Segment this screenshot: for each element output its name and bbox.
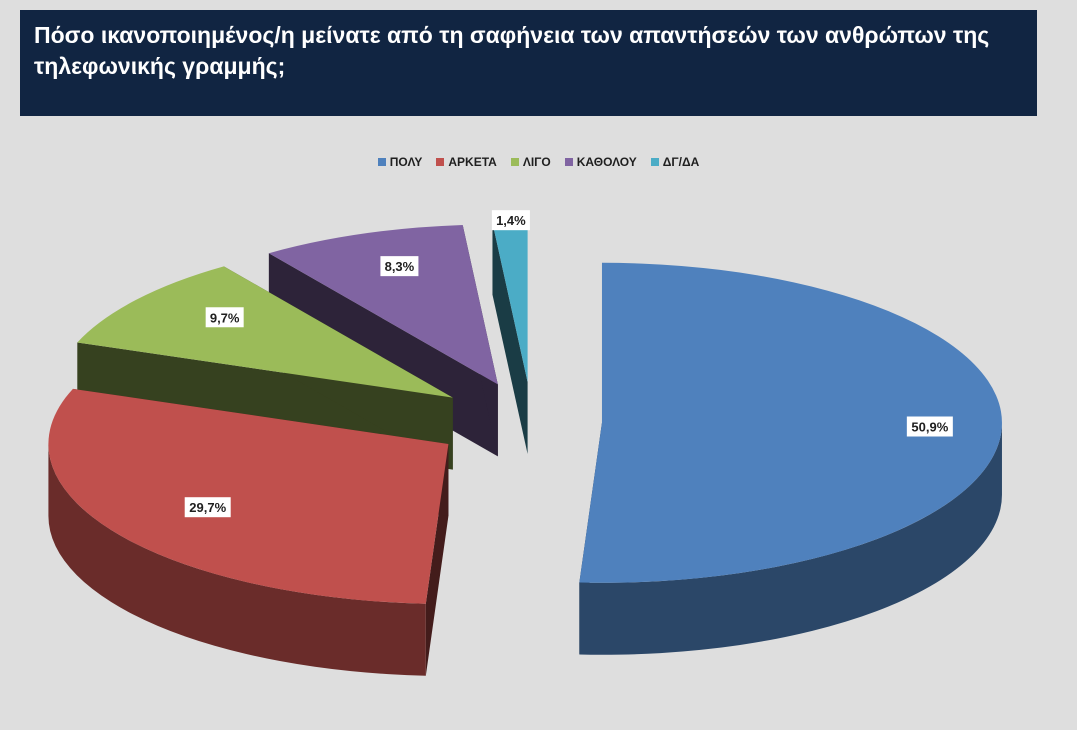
pie-slice-dg-da: [492, 222, 528, 383]
legend-item-katholou: ΚΑΘΟΛΟΥ: [564, 155, 637, 169]
pie-slice-arketa-outer-wall: [48, 443, 426, 676]
data-label-arketa: 29,7%: [184, 497, 231, 518]
chart-legend: ΠΟΛΥ ΑΡΚΕΤΑ ΛΙΓΟ ΚΑΘΟΛΟΥ ΔΓ/ΔΑ: [0, 155, 1077, 169]
legend-swatch-katholou: [564, 158, 573, 166]
data-label-poly: 50,9%: [906, 416, 953, 437]
legend-item-dg-da: ΔΓ/ΔΑ: [650, 155, 700, 169]
legend-label-katholou: ΚΑΘΟΛΟΥ: [576, 155, 637, 169]
data-label-poly-box: [906, 416, 953, 437]
legend-item-poly: ΠΟΛΥ: [377, 155, 423, 169]
data-label-dg-da: 1,4%: [491, 210, 530, 231]
pie-slice-arketa: [48, 388, 449, 604]
pie-slice-ligo: [77, 266, 453, 398]
pie-data-labels: 50,9% 29,7% 9,7% 8,3% 1,4%: [184, 210, 953, 518]
data-label-arketa-box: [184, 497, 231, 518]
pie-slice-poly-outer-wall: [579, 422, 1002, 655]
legend-swatch-ligo: [510, 158, 519, 166]
data-label-poly-text: 50,9%: [911, 420, 948, 435]
data-label-ligo-box: [205, 307, 244, 328]
pie-slice-katholou: [268, 225, 498, 385]
legend-label-arketa: ΑΡΚΕΤΑ: [448, 155, 497, 169]
data-label-dg-da-box: [491, 210, 530, 231]
pie-slice-poly: [579, 262, 1002, 583]
pie-slice-dg-da-sides: [492, 222, 528, 455]
data-label-katholou-text: 8,3%: [385, 259, 415, 274]
data-label-ligo: 9,7%: [205, 307, 244, 328]
data-label-katholou-box: [380, 256, 419, 277]
data-label-dg-da-text: 1,4%: [496, 213, 526, 228]
pie-slice-dg-da-wall-start: [492, 222, 528, 455]
legend-item-ligo: ΛΙΓΟ: [510, 155, 551, 169]
legend-swatch-poly: [377, 158, 386, 166]
data-label-katholou: 8,3%: [380, 256, 419, 277]
data-label-arketa-text: 29,7%: [189, 500, 226, 515]
legend-label-poly: ΠΟΛΥ: [389, 155, 423, 169]
legend-item-arketa: ΑΡΚΕΤΑ: [436, 155, 497, 169]
title-banner: Πόσο ικανοποιημένος/η μείνατε από τη σαφ…: [20, 10, 1037, 116]
legend-label-ligo: ΛΙΓΟ: [522, 155, 551, 169]
data-label-ligo-text: 9,7%: [210, 310, 240, 325]
legend-swatch-arketa: [436, 158, 445, 166]
legend-swatch-dg-da: [650, 158, 659, 166]
pie-top-faces: [48, 222, 1002, 604]
chart-title: Πόσο ικανοποιημένος/η μείνατε από τη σαφ…: [34, 22, 990, 79]
legend-label-dg-da: ΔΓ/ΔΑ: [662, 155, 700, 169]
